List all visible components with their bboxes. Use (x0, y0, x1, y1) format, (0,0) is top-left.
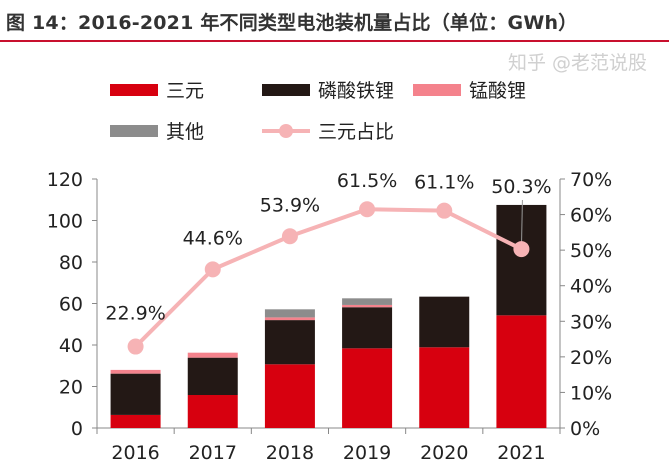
legend-label: 三元占比 (318, 121, 394, 143)
x-tick-label: 2016 (111, 442, 159, 462)
bar-锰酸锂 (342, 304, 393, 308)
title-divider (0, 40, 669, 42)
legend-swatch-锰酸锂 (413, 84, 461, 96)
x-tick-label: 2020 (420, 442, 468, 462)
left-tick-label: 60 (59, 294, 83, 316)
bar-磷酸铁锂 (264, 320, 315, 365)
legend-swatch-三元 (110, 84, 158, 96)
share-line (134, 207, 523, 348)
left-tick-label: 120 (47, 169, 83, 191)
bar-三元 (264, 364, 315, 428)
right-tick-label: 70% (570, 169, 612, 191)
bar-锰酸锂 (110, 369, 161, 374)
x-tick-label: 2019 (343, 442, 391, 462)
right-tick-label: 0% (570, 418, 600, 440)
right-tick-label: 40% (570, 276, 612, 298)
data-label: 53.9% (260, 194, 320, 216)
right-tick-label: 10% (570, 382, 612, 404)
share-point (281, 228, 298, 245)
legend-label: 磷酸铁锂 (318, 80, 394, 102)
bar-三元 (187, 395, 238, 428)
bar-磷酸铁锂 (187, 357, 238, 396)
legend-label: 锰酸锂 (469, 80, 526, 102)
left-tick-label: 100 (47, 211, 83, 233)
bar-磷酸铁锂 (342, 307, 393, 349)
data-label: 61.1% (414, 172, 474, 194)
share-point (513, 241, 530, 258)
bar-其他 (264, 309, 315, 318)
label-leader-line (520, 199, 523, 250)
watermark: 知乎 @老范说股 (508, 52, 648, 74)
chart-title: 图 14：2016-2021 年不同类型电池装机量占比（单位：GWh） (6, 12, 578, 34)
bar-三元 (419, 347, 470, 428)
bar-三元 (496, 315, 547, 428)
left-tick-label: 80 (59, 252, 83, 274)
legend-label: 三元 (166, 80, 204, 102)
share-point (127, 338, 144, 355)
left-tick-label: 20 (59, 377, 83, 399)
x-tick-label: 2018 (266, 442, 314, 462)
legend-swatch-其他 (110, 125, 158, 137)
right-tick-label: 20% (570, 347, 612, 369)
right-tick-label: 30% (570, 311, 612, 333)
bar-其他 (342, 298, 393, 305)
left-tick-label: 40 (59, 335, 83, 357)
share-point (204, 261, 221, 278)
x-tick-label: 2017 (189, 442, 237, 462)
legend-swatch-磷酸铁锂 (262, 84, 310, 96)
left-tick-label: 0 (71, 418, 83, 440)
legend-swatch-marker (279, 124, 293, 138)
data-label: 22.9% (105, 303, 165, 325)
bar-三元 (342, 348, 393, 428)
data-label: 44.6% (183, 227, 243, 249)
share-point (436, 202, 453, 219)
data-label: 50.3% (491, 176, 551, 198)
bar-磷酸铁锂 (110, 373, 161, 415)
right-tick-label: 50% (570, 240, 612, 262)
bar-三元 (110, 414, 161, 428)
legend-label: 其他 (166, 121, 204, 143)
data-label: 61.5% (337, 170, 397, 192)
bar-锰酸锂 (264, 317, 315, 321)
x-tick-label: 2021 (497, 442, 545, 462)
bar-磷酸铁锂 (419, 296, 470, 348)
right-tick-label: 60% (570, 205, 612, 227)
bar-锰酸锂 (187, 352, 238, 358)
bar-磷酸铁锂 (496, 204, 547, 316)
share-point (359, 201, 376, 218)
